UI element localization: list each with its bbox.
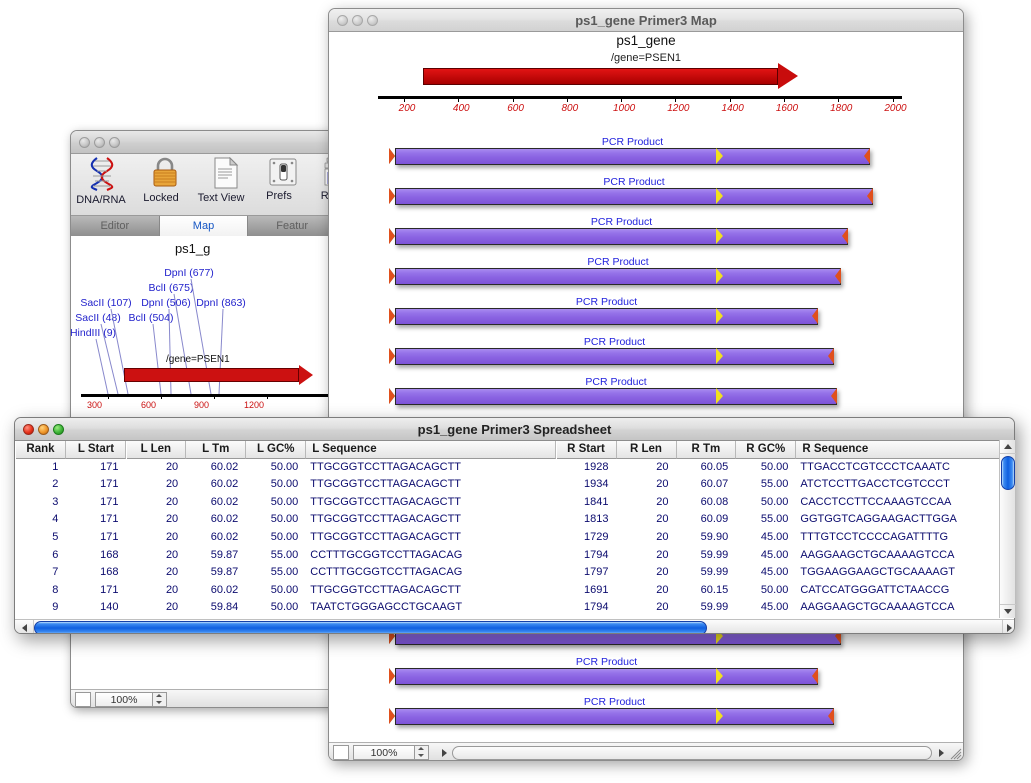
svg-text:BclI (504): BclI (504): [129, 312, 174, 324]
svg-text:DpnI (506): DpnI (506): [141, 297, 191, 309]
svg-text:HindIII (9): HindIII (9): [71, 327, 116, 339]
svg-text:BclI (675): BclI (675): [149, 282, 194, 294]
svg-text:DpnI (677): DpnI (677): [164, 267, 214, 279]
svg-text:SacII (107): SacII (107): [80, 297, 131, 309]
svg-text:DpnI (863): DpnI (863): [196, 297, 246, 309]
